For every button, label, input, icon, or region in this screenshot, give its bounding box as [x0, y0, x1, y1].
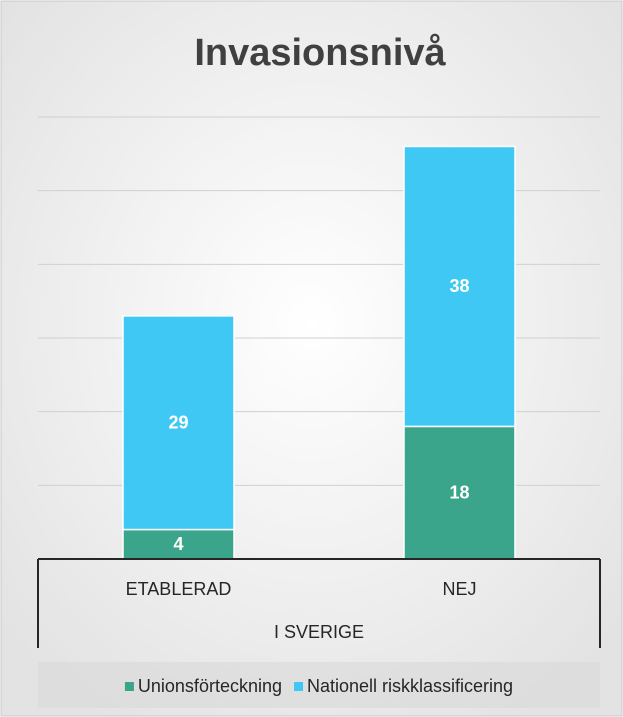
x-tick-label: NEJ — [442, 579, 476, 599]
legend-label: Unionsförteckning — [138, 676, 282, 696]
legend-swatch — [294, 682, 304, 691]
group-label: I SVERIGE — [274, 622, 364, 642]
data-label: 4 — [173, 534, 183, 554]
bar-segment — [403, 145, 516, 428]
legend-label: Nationell riskklassificering — [307, 676, 513, 696]
data-label: 29 — [168, 412, 188, 432]
data-label: 18 — [449, 482, 469, 502]
legend-swatch — [124, 682, 134, 691]
bar-segment — [122, 315, 235, 531]
data-label: 38 — [449, 276, 469, 296]
x-tick-label: ETABLERAD — [126, 579, 232, 599]
chart-title: Invasionsnivå — [194, 32, 446, 74]
